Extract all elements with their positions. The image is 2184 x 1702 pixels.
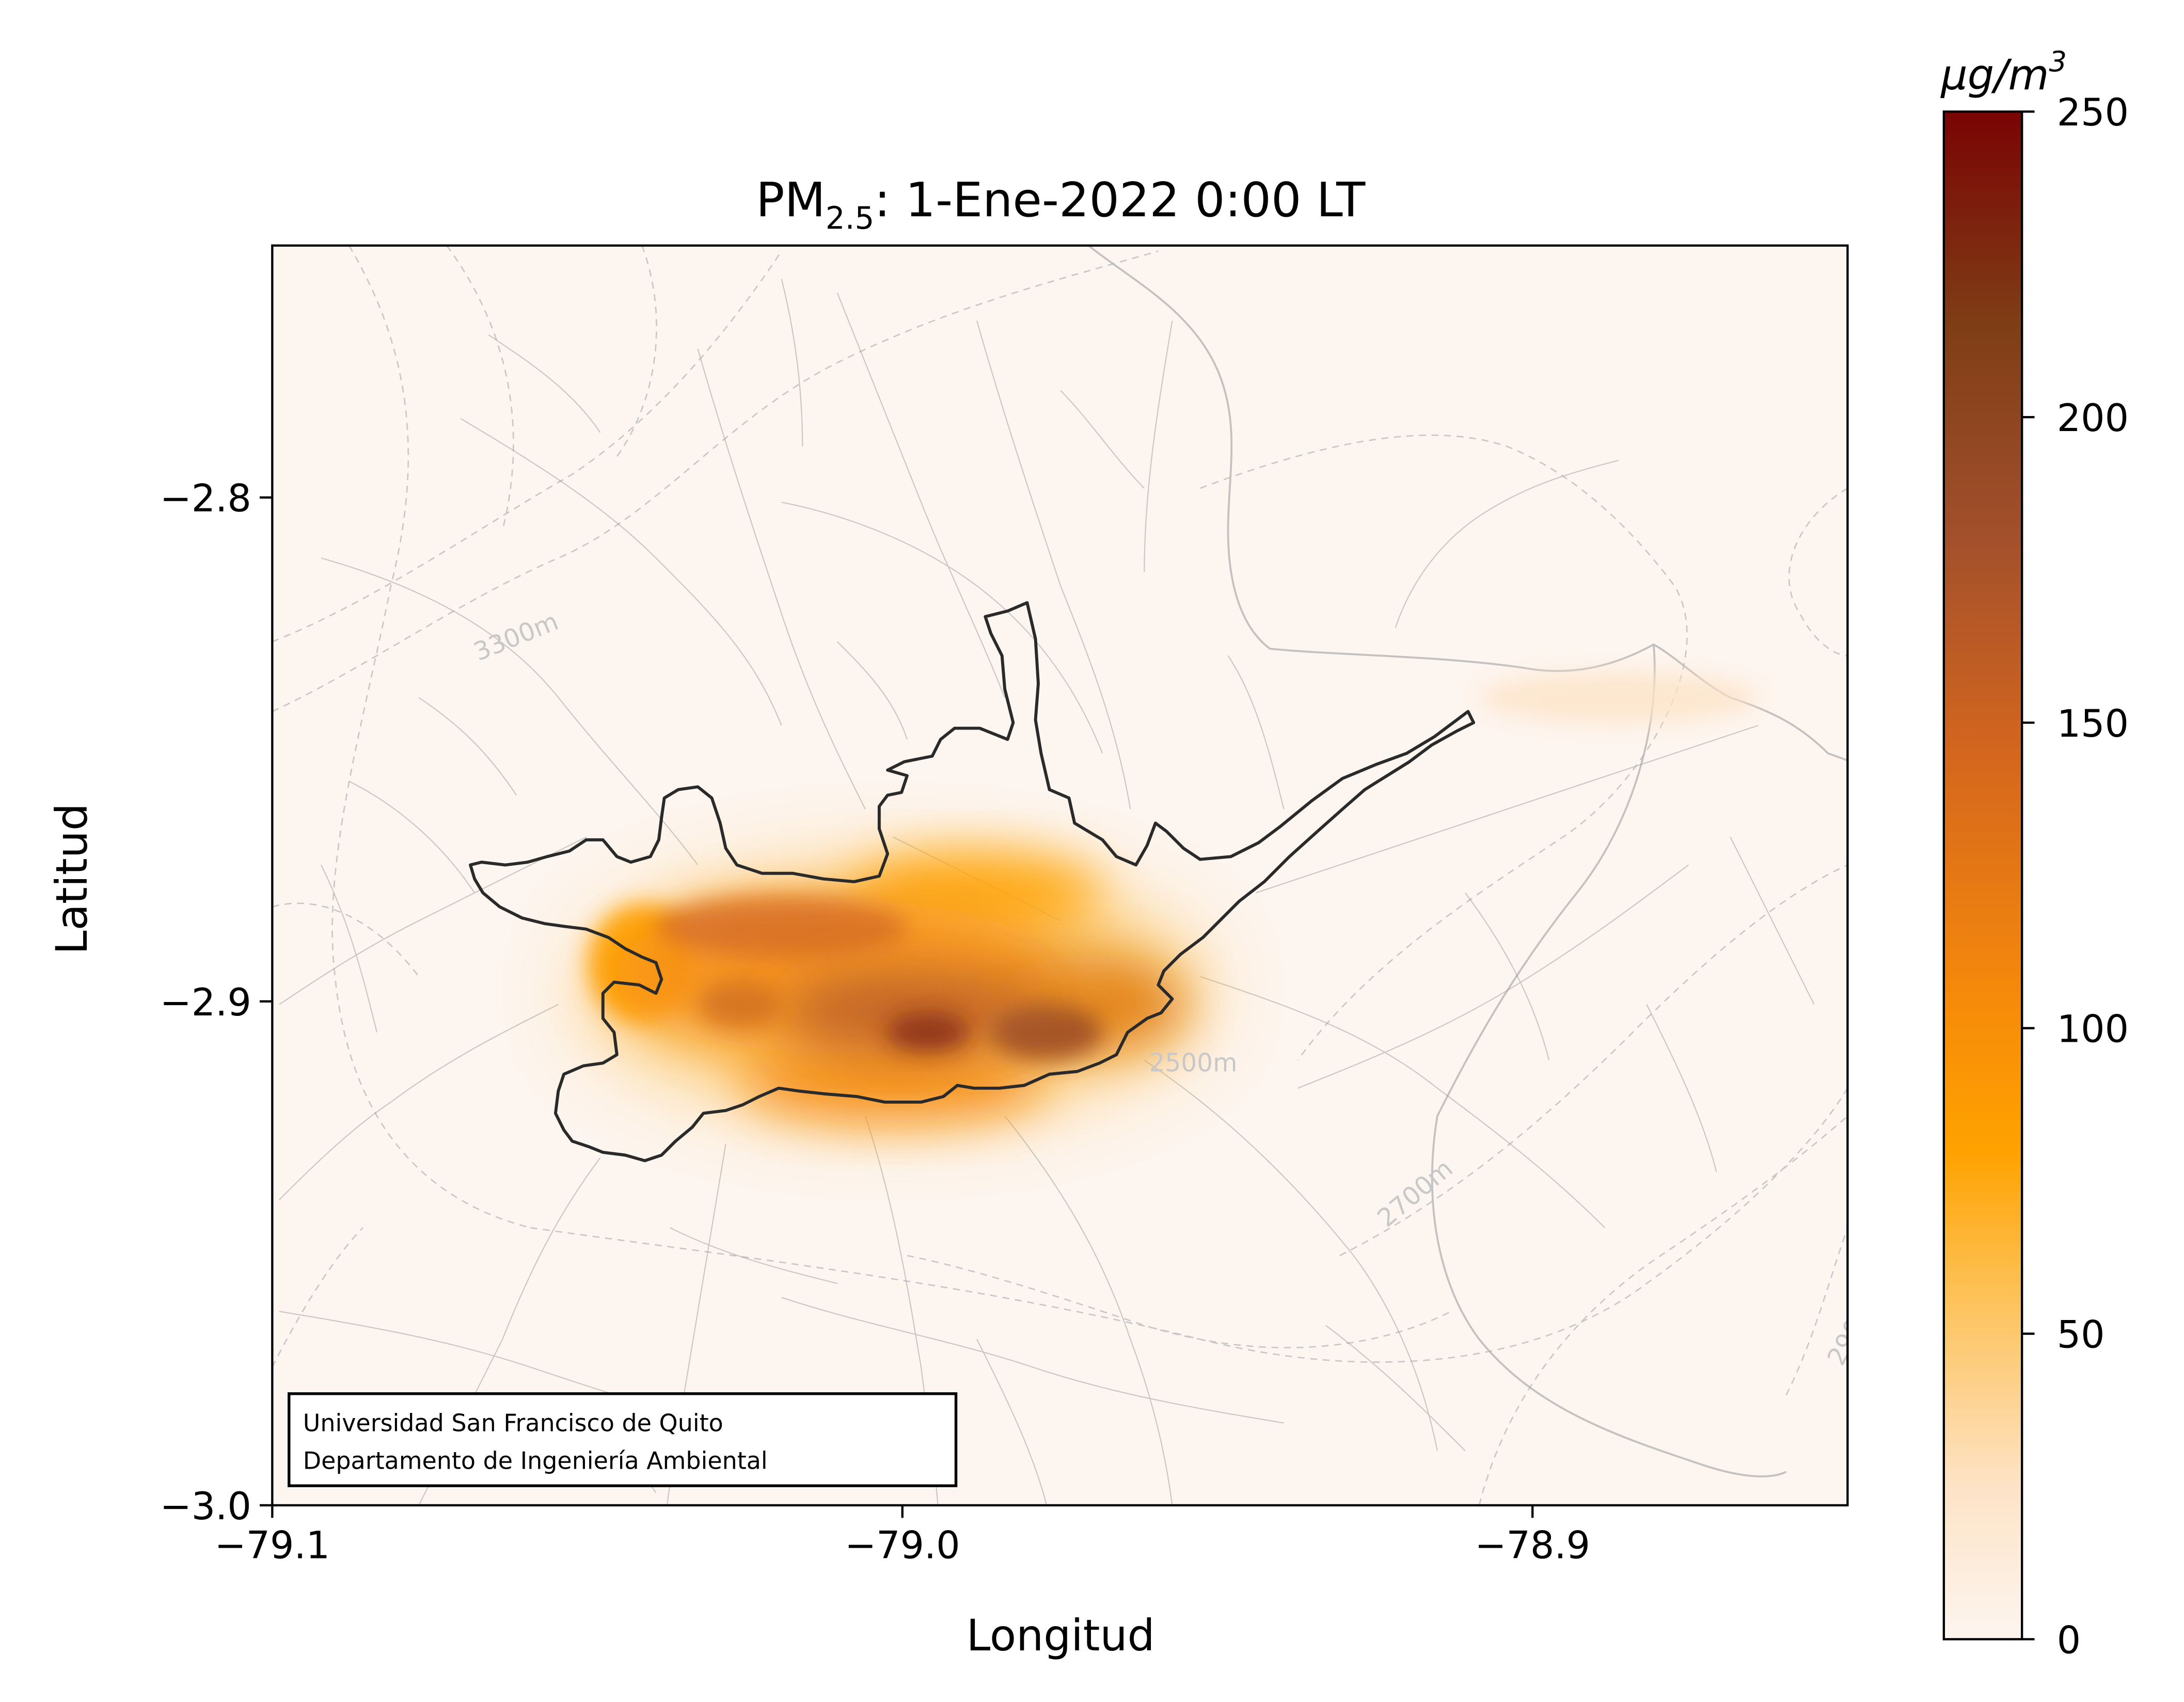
colorbar-unit-exponent: 3 <box>2049 45 2067 78</box>
x-tick-label-2: −78.9 <box>1475 1524 1590 1568</box>
credit-box: Universidad San Francisco de Quito Depar… <box>288 1392 958 1487</box>
contour-label-2500: 2500m <box>1149 1048 1237 1077</box>
plot-title: PM2.5: 1-Ene-2022 0:00 LT <box>756 172 1366 236</box>
colorbar-tick-label-0: 0 <box>2057 1618 2081 1662</box>
credit-line-2: Departamento de Ingeniería Ambiental <box>303 1447 768 1475</box>
map-area: 3300m 2500m 2700m 2900m Universidad San … <box>272 245 1848 1505</box>
x-tick-label-0: −79.1 <box>215 1524 330 1568</box>
y-tick-label-1: −2.9 <box>160 981 251 1025</box>
colorbar-tick-label-4: 200 <box>2057 396 2129 440</box>
y-axis-label: Latitud <box>46 803 97 955</box>
road-network <box>279 279 1815 1505</box>
x-tick-label-1: −79.0 <box>845 1524 960 1568</box>
colorbar-tick-label-2: 100 <box>2057 1008 2129 1052</box>
title-prefix: PM <box>756 172 826 228</box>
x-axis-ticks: −79.1 −79.0 −78.9 <box>215 1505 1590 1568</box>
colorbar-tick-label-3: 150 <box>2057 702 2129 746</box>
elevation-contours <box>272 245 1848 1505</box>
y-tick-label-0: −2.8 <box>160 477 251 521</box>
colorbar-unit-label: μg/m3 <box>1940 45 2067 100</box>
title-suffix: : 1-Ene-2022 0:00 LT <box>874 172 1366 228</box>
colorbar-tick-label-5: 250 <box>2057 91 2129 135</box>
credit-line-1: Universidad San Francisco de Quito <box>303 1409 723 1437</box>
title-subscript: 2.5 <box>826 201 875 236</box>
colorbar-bar <box>1942 110 2023 1641</box>
colorbar-ticks: 0 50 100 150 200 250 <box>2022 91 2129 1662</box>
axes-frame <box>271 244 1849 1507</box>
pm25-plume <box>586 672 1759 1123</box>
city-boundary <box>469 601 1476 1163</box>
colorbar-tick-label-1: 50 <box>2057 1313 2105 1357</box>
colorbar: 0 50 100 150 200 250 μg/m3 <box>1940 45 2129 1663</box>
x-axis-label: Longitud <box>967 1610 1155 1661</box>
colorbar-unit: μg/m <box>1940 51 2049 100</box>
y-axis-ticks: −2.8 −2.9 −3.0 <box>160 477 273 1529</box>
y-tick-label-2: −3.0 <box>160 1485 251 1529</box>
